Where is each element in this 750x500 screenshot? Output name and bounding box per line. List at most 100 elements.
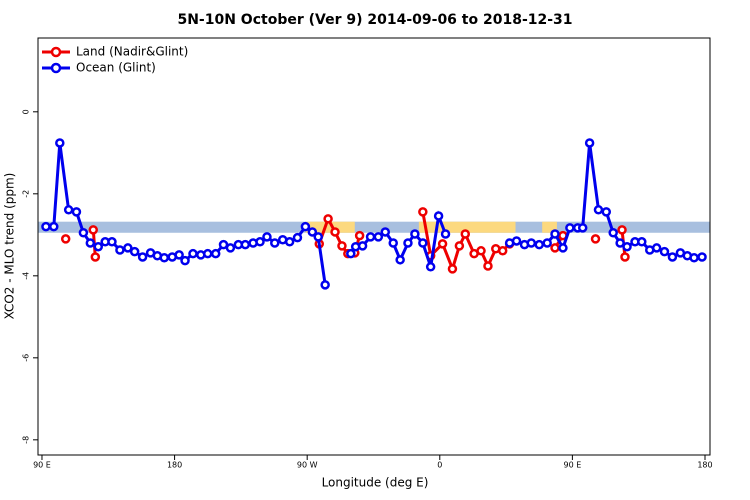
data-point — [90, 252, 101, 262]
data-point — [202, 248, 213, 259]
y-tick-label: -6 — [22, 354, 31, 362]
plot-frame — [37, 37, 711, 456]
legend-marker — [50, 62, 62, 74]
data-point — [159, 253, 170, 263]
x-tick-label: 90 E — [563, 461, 581, 470]
data-point — [240, 239, 251, 250]
data-point — [129, 246, 140, 257]
data-point — [689, 253, 699, 263]
chart-title: 5N-10N October (Ver 9) 2014-09-06 to 201… — [177, 12, 572, 28]
x-tick-label: 0 — [437, 461, 442, 470]
x-axis-label: Longitude (deg E) — [322, 476, 429, 490]
data-point — [55, 138, 65, 148]
data-point — [300, 221, 311, 232]
data-point — [88, 225, 99, 235]
data-point — [137, 252, 148, 262]
data-point — [210, 248, 221, 259]
data-point — [270, 238, 280, 248]
data-point — [174, 250, 184, 260]
data-point — [667, 252, 678, 262]
band-highlight — [418, 221, 516, 233]
data-point — [188, 248, 198, 259]
data-point — [225, 243, 236, 253]
data-point — [617, 225, 627, 235]
data-point — [410, 229, 420, 239]
y-tick-label: 0 — [22, 109, 31, 114]
data-point — [180, 255, 190, 266]
data-point — [497, 246, 508, 256]
data-point — [577, 223, 588, 233]
data-point — [284, 237, 295, 247]
legend-label: Ocean (Glint) — [76, 61, 156, 75]
data-point — [313, 232, 323, 242]
data-point — [123, 243, 133, 253]
data-point — [395, 255, 405, 265]
data-point — [454, 241, 465, 251]
band — [38, 221, 710, 233]
y-tick-label: -4 — [22, 272, 31, 280]
y-axis-label: XCO2 - MLO trend (ppm) — [3, 173, 17, 320]
data-point — [534, 239, 544, 250]
data-point — [346, 248, 356, 259]
data-point — [380, 227, 391, 237]
x-tick-label: 180 — [167, 461, 182, 470]
data-point — [565, 223, 575, 233]
data-point — [550, 229, 560, 239]
data-point — [437, 239, 448, 249]
data-point — [511, 236, 522, 246]
data-point — [526, 238, 537, 248]
data-point — [440, 229, 451, 239]
data-point — [447, 264, 458, 274]
data-point — [425, 262, 436, 272]
data-point — [78, 228, 89, 238]
data-point — [292, 232, 303, 243]
data-point — [41, 221, 51, 232]
data-point — [622, 241, 632, 252]
data-point — [320, 280, 330, 290]
data-point — [620, 252, 630, 262]
data-point — [542, 238, 552, 248]
x-tick-label: 90 W — [297, 461, 318, 470]
data-point — [85, 238, 96, 248]
data-point — [60, 234, 71, 244]
data-point — [49, 221, 59, 232]
data-point — [330, 227, 340, 237]
data-point — [388, 238, 398, 248]
data-point — [115, 245, 125, 255]
data-point — [433, 211, 444, 221]
legend-marker — [50, 46, 62, 58]
x-tick-label: 90 E — [33, 461, 51, 470]
data-point — [590, 234, 601, 244]
data-point — [476, 246, 486, 256]
data-point — [659, 246, 670, 257]
data-point — [483, 261, 493, 271]
band-highlight — [542, 221, 557, 233]
data-point — [307, 227, 318, 237]
y-tick-label: -8 — [22, 436, 31, 444]
data-point — [550, 243, 560, 253]
data-point — [418, 207, 428, 217]
data-point — [418, 238, 428, 248]
data-point — [93, 241, 104, 252]
band-highlight — [305, 221, 355, 233]
data-point — [584, 138, 595, 148]
data-point — [608, 228, 618, 238]
data-point — [373, 232, 384, 242]
data-point — [651, 243, 662, 253]
y-tick-label: -2 — [22, 190, 31, 198]
data-point — [354, 230, 365, 241]
x-tick-label: 180 — [697, 461, 712, 470]
legend-label: Land (Nadir&Glint) — [76, 45, 188, 59]
data-point — [71, 207, 82, 217]
data-point — [460, 229, 471, 239]
data-point — [107, 237, 117, 247]
data-point — [357, 241, 368, 251]
data-point — [323, 214, 333, 224]
data-point — [337, 241, 347, 251]
data-point — [615, 238, 625, 248]
data-point — [558, 243, 568, 253]
data-point — [637, 237, 647, 247]
data-point — [403, 238, 413, 248]
data-point — [601, 207, 612, 217]
